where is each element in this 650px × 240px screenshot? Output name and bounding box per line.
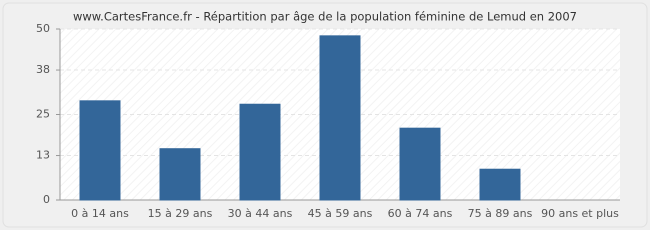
y-tick-label: 13 [36,149,50,162]
bar [399,127,441,201]
y-tick-label: 50 [36,22,50,35]
plot: 0 13 25 38 50 0 à 14 ans 15 à 29 ans 30 à 44 an… [36,22,620,220]
y-tick-label: 0 [43,193,50,206]
x-tick-label: 90 ans et plus [541,207,619,220]
bar [319,35,361,201]
bar [479,168,521,201]
y-tick-label: 25 [36,108,50,121]
x-tick-label: 45 à 59 ans [308,207,373,220]
x-tick-label: 30 à 44 ans [228,207,293,220]
x-tick-label: 60 à 74 ans [388,207,453,220]
x-tick-label: 15 à 29 ans [148,207,213,220]
x-tick-label: 75 à 89 ans [468,207,533,220]
bar [239,103,281,201]
y-tick-label: 38 [36,63,50,76]
chart: www.CartesFrance.fr - Répartition par âg… [0,0,650,230]
chart-title: www.CartesFrance.fr - Répartition par âg… [73,10,577,24]
bar [79,100,121,201]
x-tick-label: 0 à 14 ans [71,207,129,220]
bar [159,148,201,201]
